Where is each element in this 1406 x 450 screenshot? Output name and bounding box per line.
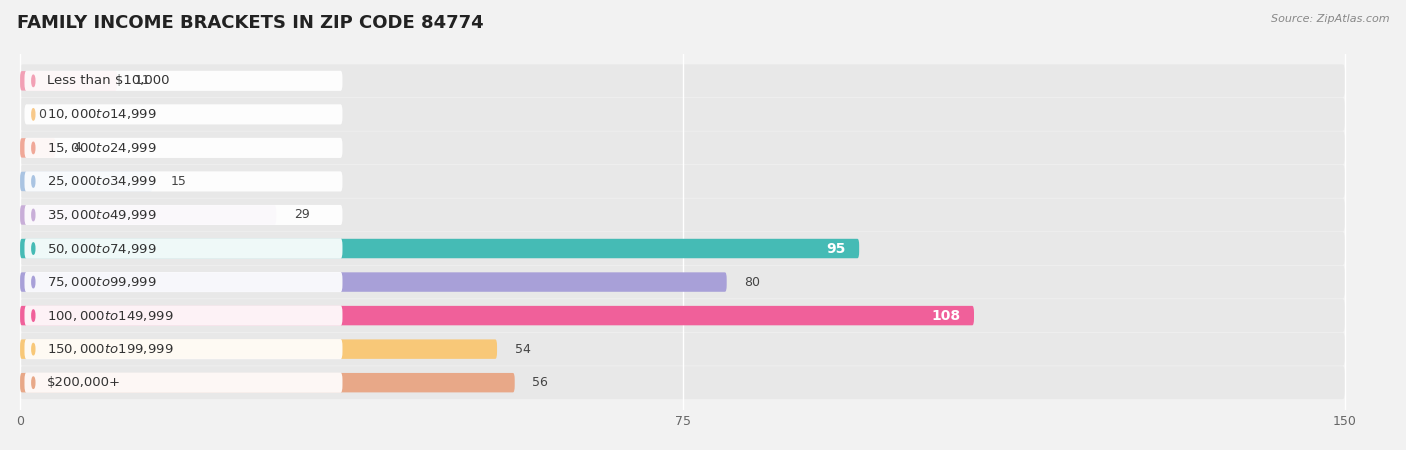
FancyBboxPatch shape: [20, 333, 1346, 365]
FancyBboxPatch shape: [20, 266, 1346, 298]
FancyBboxPatch shape: [24, 104, 343, 125]
Text: 56: 56: [533, 376, 548, 389]
Circle shape: [32, 176, 35, 187]
Text: $100,000 to $149,999: $100,000 to $149,999: [46, 309, 173, 323]
Text: 15: 15: [170, 175, 186, 188]
FancyBboxPatch shape: [20, 272, 727, 292]
FancyBboxPatch shape: [20, 232, 1346, 265]
Text: 95: 95: [827, 242, 846, 256]
FancyBboxPatch shape: [20, 239, 859, 258]
Circle shape: [32, 310, 35, 321]
Text: 80: 80: [744, 275, 761, 288]
Text: $10,000 to $14,999: $10,000 to $14,999: [46, 108, 156, 122]
FancyBboxPatch shape: [20, 306, 974, 325]
Circle shape: [32, 377, 35, 388]
FancyBboxPatch shape: [20, 98, 1346, 131]
FancyBboxPatch shape: [24, 205, 343, 225]
FancyBboxPatch shape: [20, 131, 1346, 164]
FancyBboxPatch shape: [20, 138, 55, 158]
Circle shape: [32, 209, 35, 220]
Circle shape: [32, 243, 35, 254]
Circle shape: [32, 75, 35, 86]
Text: Less than $10,000: Less than $10,000: [46, 74, 169, 87]
FancyBboxPatch shape: [20, 64, 1346, 97]
FancyBboxPatch shape: [20, 198, 1346, 231]
Text: $50,000 to $74,999: $50,000 to $74,999: [46, 242, 156, 256]
FancyBboxPatch shape: [24, 238, 343, 259]
FancyBboxPatch shape: [24, 272, 343, 292]
FancyBboxPatch shape: [24, 306, 343, 326]
FancyBboxPatch shape: [20, 366, 1346, 399]
Circle shape: [32, 343, 35, 355]
FancyBboxPatch shape: [24, 138, 343, 158]
Text: $35,000 to $49,999: $35,000 to $49,999: [46, 208, 156, 222]
Circle shape: [32, 276, 35, 288]
Text: $75,000 to $99,999: $75,000 to $99,999: [46, 275, 156, 289]
Circle shape: [32, 108, 35, 120]
Text: 4: 4: [73, 141, 82, 154]
Text: 108: 108: [932, 309, 960, 323]
FancyBboxPatch shape: [20, 205, 276, 225]
FancyBboxPatch shape: [20, 71, 117, 90]
Text: 29: 29: [294, 208, 309, 221]
FancyBboxPatch shape: [20, 299, 1346, 332]
Text: $200,000+: $200,000+: [46, 376, 121, 389]
Text: $150,000 to $199,999: $150,000 to $199,999: [46, 342, 173, 356]
Text: $25,000 to $34,999: $25,000 to $34,999: [46, 175, 156, 189]
FancyBboxPatch shape: [24, 373, 343, 393]
FancyBboxPatch shape: [20, 172, 153, 191]
Text: $15,000 to $24,999: $15,000 to $24,999: [46, 141, 156, 155]
FancyBboxPatch shape: [20, 339, 498, 359]
FancyBboxPatch shape: [24, 171, 343, 192]
FancyBboxPatch shape: [20, 373, 515, 392]
Text: 0: 0: [38, 108, 46, 121]
FancyBboxPatch shape: [24, 339, 343, 359]
Text: 54: 54: [515, 342, 530, 356]
Text: Source: ZipAtlas.com: Source: ZipAtlas.com: [1271, 14, 1389, 23]
Circle shape: [32, 142, 35, 153]
Text: 11: 11: [135, 74, 150, 87]
FancyBboxPatch shape: [20, 165, 1346, 198]
FancyBboxPatch shape: [24, 71, 343, 91]
Text: FAMILY INCOME BRACKETS IN ZIP CODE 84774: FAMILY INCOME BRACKETS IN ZIP CODE 84774: [17, 14, 484, 32]
